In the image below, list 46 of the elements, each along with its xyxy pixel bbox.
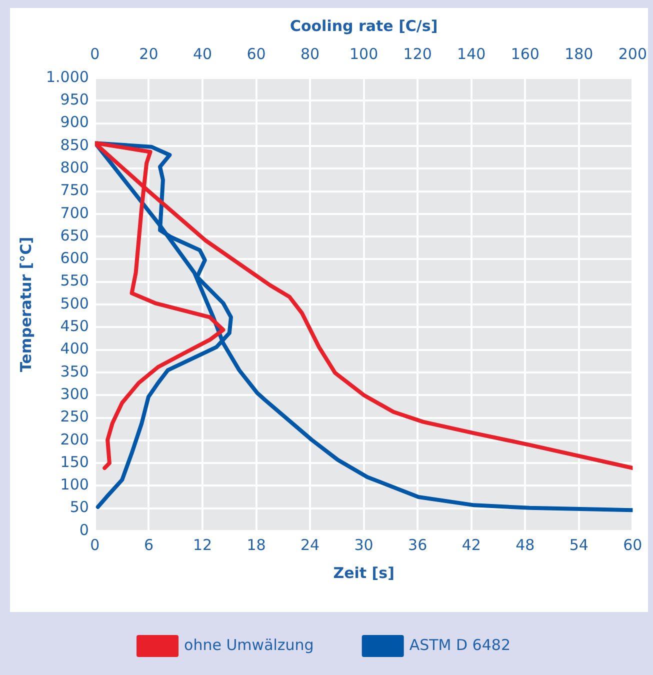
x2-tick-label: 200 [618, 44, 648, 63]
x-axis-title: Zeit [s] [333, 564, 394, 582]
y-tick-label: 700 [60, 204, 89, 222]
y-tick-label: 0 [79, 520, 89, 539]
y-tick-label: 900 [60, 113, 89, 132]
x-tick-label: 48 [516, 536, 535, 554]
y-tick-label: 550 [60, 272, 89, 290]
x2-tick-label: 160 [510, 44, 540, 63]
y-tick-label: 200 [60, 430, 89, 448]
y-tick-label: 100 [60, 476, 89, 494]
y-tick-label: 250 [60, 408, 89, 426]
x2-tick-label: 180 [564, 44, 594, 63]
y-tick-label: 850 [60, 136, 89, 154]
y-tick-label: 600 [60, 249, 89, 268]
y-axis-title: Temperatur [°C] [16, 236, 35, 372]
x2-tick-label: 140 [457, 44, 486, 63]
x2-tick-label: 60 [246, 44, 266, 63]
y-tick-label: 50 [70, 498, 89, 516]
y-tick-label: 300 [60, 384, 89, 403]
y-tick-label: 650 [60, 226, 89, 244]
y-tick-label: 950 [60, 90, 89, 109]
y-tick-label: 500 [60, 294, 89, 312]
y-tick-label: 350 [60, 362, 89, 380]
y-tick-label: 150 [60, 452, 89, 471]
x2-axis-title: Cooling rate [C/s] [290, 16, 438, 35]
x2-tick-label: 100 [349, 44, 378, 63]
legend-label: ASTM D 6482 [409, 636, 510, 654]
x-tick-label: 24 [300, 536, 320, 554]
x-tick-label: 54 [569, 536, 588, 554]
x-tick-label: 18 [246, 536, 266, 554]
y-tick-label: 800 [60, 158, 89, 176]
y-tick-label: 1.000 [46, 68, 89, 86]
x-tick-label: 6 [144, 536, 154, 554]
x2-tick-label: 80 [300, 44, 320, 63]
legend-label: ohne Umwälzung [184, 636, 314, 654]
x-tick-label: 60 [623, 536, 642, 554]
y-tick-label: 400 [60, 340, 89, 358]
y-tick-label: 750 [60, 181, 89, 200]
x-tick-label: 12 [192, 536, 212, 554]
x-tick-label: 42 [462, 536, 481, 554]
x-tick-label: 36 [408, 536, 428, 554]
x2-tick-label: 20 [139, 44, 158, 63]
x2-tick-label: 40 [192, 44, 212, 63]
x-tick-label: 30 [354, 536, 374, 554]
y-tick-label: 450 [60, 317, 89, 336]
x2-tick-label: 120 [403, 44, 432, 63]
